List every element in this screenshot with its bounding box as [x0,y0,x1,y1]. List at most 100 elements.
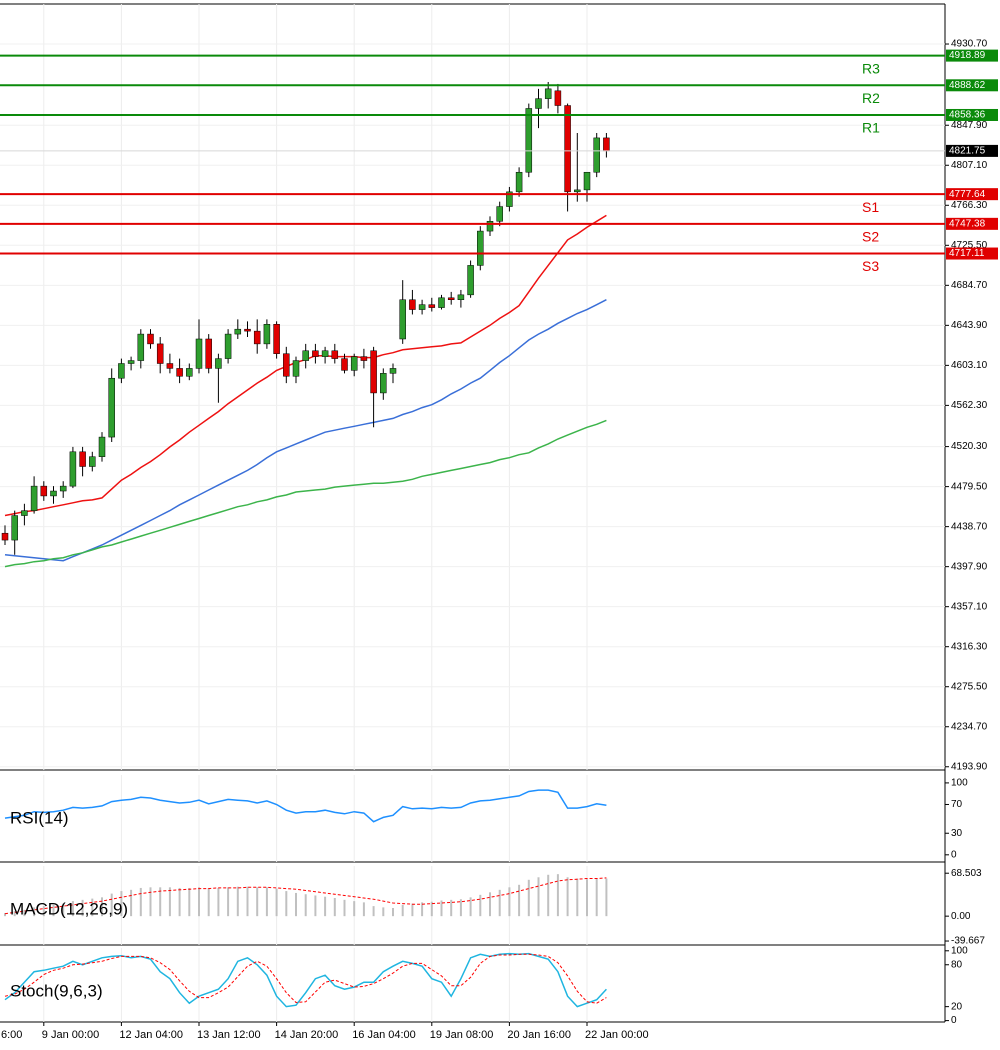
y-tick-label: 4234.70 [951,721,988,732]
level-name: R1 [862,120,880,136]
candle-body [273,324,280,354]
x-tick-label: 20 Jan 16:00 [507,1029,571,1041]
level-price: 4918.89 [949,50,986,61]
candle-body [360,356,368,361]
candle-body [447,297,455,300]
candle-body [79,451,86,467]
candle-body [457,294,465,300]
candle-body [118,363,125,379]
indicator-line [4,953,607,1004]
level-price: 4777.64 [949,189,986,200]
candle-body [59,485,67,492]
panel-title: RSI(14) [10,808,69,827]
candle-body [205,338,212,369]
price-tag [946,188,998,201]
candle-body [583,171,591,191]
candle-body [137,333,145,361]
candle-body [350,356,358,371]
y-tick-label: 4275.50 [951,681,988,692]
x-tick-label: 9 Jan 00:00 [42,1029,100,1041]
y-tick-label: 4603.10 [951,360,988,371]
candle-body [312,350,319,357]
candle-body [428,304,436,308]
candle-body [564,105,571,193]
y-tick-label: 20 [951,1001,963,1012]
candle-body [554,90,562,106]
y-tick-label: 4520.30 [951,441,988,452]
candle-body [253,330,261,345]
y-tick-label: 4684.70 [951,280,988,291]
candle-body [477,230,484,266]
y-tick-label: 4847.90 [951,120,988,131]
indicator-line [4,877,607,915]
y-tick-label: -39.667 [951,936,985,947]
y-tick-label: 4357.10 [951,601,988,612]
y-tick-label: 4438.70 [951,521,988,532]
candle-body [40,485,48,497]
y-tick-label: 0 [951,849,957,860]
candle-body [544,88,552,99]
candle-body [593,137,600,173]
candle-body [224,333,232,359]
x-tick-label: 16 Jan 04:00 [352,1029,416,1041]
price-tag [946,247,998,260]
candle-body [486,221,494,232]
candle-body [467,265,474,296]
candle-body [389,368,397,374]
candle-body [98,436,106,457]
y-tick-label: 100 [951,945,968,956]
candle-body [234,328,242,335]
candle-body [302,350,309,361]
candle-body [283,353,290,377]
candle-body [69,451,77,487]
indicator-line [4,952,607,1008]
candle-body [574,189,581,193]
indicator-line [4,299,607,562]
price-tag [946,79,998,92]
y-tick-label: 4479.50 [951,481,988,492]
candle-body [263,324,271,345]
level-name: S1 [862,199,879,215]
candle-body [506,191,513,207]
candle-body [321,350,329,357]
y-tick-label: 0 [951,1015,957,1026]
candle-body [215,358,222,369]
candle-body [108,377,115,438]
candle-body [380,373,387,394]
candle-body [418,304,426,310]
candle-body [496,206,503,222]
level-price: 4858.36 [949,110,986,121]
y-tick-label: 70 [951,799,963,810]
x-tick-label: 22 Jan 00:00 [585,1029,649,1041]
level-name: R2 [862,90,880,106]
price-tag [946,108,998,121]
candle-body [127,360,135,364]
candle-body [292,360,300,377]
y-tick-label: 4562.30 [951,400,988,411]
candle-body [176,368,183,377]
candle-body [50,490,57,497]
x-tick-label: 12 Jan 04:00 [119,1029,183,1041]
candle-body [244,328,251,332]
candle-body [370,350,377,394]
x-tick-label: 19 Jan 08:00 [430,1029,494,1041]
price-tag [946,144,998,157]
candle-body [21,510,28,516]
candle-body [166,363,174,369]
x-tick-label: 6:00 [1,1029,22,1041]
candle-body [147,333,154,345]
indicator-line [4,419,607,568]
y-tick-label: 80 [951,959,963,970]
level-name: S3 [862,258,879,274]
candle-body [399,299,406,340]
y-tick-label: 4766.30 [951,200,988,211]
candle-body [30,485,38,511]
candle-body [1,532,9,541]
candle-body [195,338,203,369]
y-tick-label: 0.00 [951,911,971,922]
candle-body [525,108,533,173]
y-tick-label: 4397.90 [951,561,988,572]
level-price: 4888.62 [949,80,986,91]
